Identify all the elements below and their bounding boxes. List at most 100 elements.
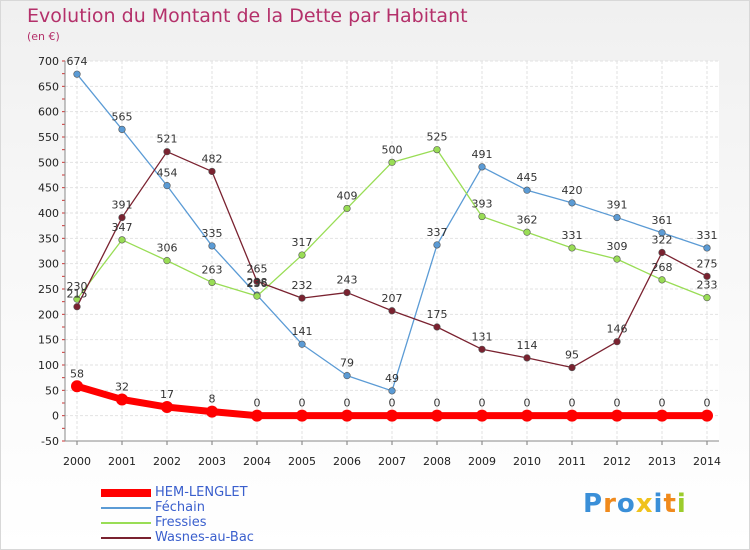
data-label: 17 [160,388,174,401]
data-point [703,294,711,302]
data-label: 420 [562,184,583,197]
data-point [343,204,351,213]
y-tick-label: 350 [38,232,59,245]
logo-letter: P [583,489,604,519]
data-point [298,251,306,259]
legend-label: Wasnes-au-Bac [155,530,254,545]
y-tick-label: 600 [38,106,59,119]
data-label: 32 [115,380,129,393]
data-label: 0 [704,397,711,410]
data-point [658,229,666,237]
data-label: 230 [67,280,88,293]
data-label: 0 [344,397,351,410]
data-label: 265 [247,262,268,275]
data-point [386,409,398,422]
data-label: 337 [427,226,448,239]
data-point [298,294,306,302]
legend-swatch [101,489,151,497]
x-tick-label: 2010 [513,455,541,468]
data-point [478,345,486,353]
data-label: 391 [112,199,133,212]
data-labels: 674 565 454 335 238 141 79 49 337 491 445 420 391 361… [67,55,718,409]
data-point [116,393,128,406]
data-point [118,236,126,244]
y-tick-label: 550 [38,131,59,144]
y-tick-label: 50 [45,384,59,397]
data-point [431,409,443,422]
data-label: 146 [607,323,628,336]
data-point [568,363,576,372]
data-label: 331 [697,229,718,242]
data-point [523,186,531,194]
x-tick-label: 2004 [243,455,271,468]
data-label: 500 [382,143,403,156]
data-point [118,125,126,133]
y-tick-label: 400 [38,207,59,220]
data-label: 322 [652,234,673,247]
x-tick-label: 2000 [63,455,91,468]
chart-title: Evolution du Montant de la Dette par Hab… [27,5,468,27]
legend-label: HEM-LENGLET [155,485,248,500]
data-label: 454 [157,167,178,180]
data-label: 268 [652,261,673,274]
data-point [73,70,81,78]
data-point [253,292,261,300]
data-label: 0 [299,397,306,410]
y-tick-label: 650 [38,80,59,93]
data-point [163,182,171,190]
data-label: 361 [652,214,673,227]
y-tick-label: 100 [38,359,59,372]
data-label: 445 [517,171,538,184]
data-point [388,387,396,395]
data-point [478,212,486,221]
data-point [476,409,488,422]
logo-letter: r [603,489,617,519]
x-tick-label: 2003 [198,455,226,468]
data-point [568,199,576,207]
data-point [71,380,83,393]
data-label: 79 [340,357,354,370]
data-point [343,288,351,297]
y-tick-label: 250 [38,283,59,296]
data-label: 243 [337,274,358,287]
data-point [73,303,81,311]
data-label: 215 [67,288,88,301]
data-point [613,338,621,346]
x-tick-label: 2013 [648,455,676,468]
data-label: 131 [472,330,493,343]
y-tick-label: 700 [38,55,59,68]
y-tick-label: 200 [38,308,59,321]
data-label: 521 [157,133,178,146]
data-point [161,401,173,414]
x-tick-label: 2009 [468,455,496,468]
y-tick-label: 150 [38,334,59,347]
data-point [658,248,666,257]
data-point [568,244,576,252]
legend-swatch [101,537,151,539]
y-tick-label: -50 [41,435,59,448]
x-tick-label: 2014 [693,455,721,468]
y-tick-label: 500 [38,156,59,169]
data-point [701,409,713,422]
axes: -50 0 50 100 150 200 250 300 350 400 450 500 550 600 6… [38,55,721,468]
data-label: 141 [292,325,313,338]
x-tick-label: 2006 [333,455,361,468]
data-label: 114 [517,339,538,352]
x-tick-label: 2001 [108,455,136,468]
x-tick-label: 2002 [153,455,181,468]
data-label: 232 [292,279,313,292]
data-label: 0 [434,397,441,410]
data-point [656,409,668,422]
data-label: 58 [70,367,84,380]
series-lines [71,70,713,422]
logo-letter: t [663,489,677,519]
data-label: 0 [524,397,531,410]
data-label: 207 [382,292,403,305]
data-label: 238 [247,276,268,289]
data-point [163,148,171,156]
data-point [206,405,218,418]
legend-swatch [101,522,151,524]
x-tick-label: 2005 [288,455,316,468]
